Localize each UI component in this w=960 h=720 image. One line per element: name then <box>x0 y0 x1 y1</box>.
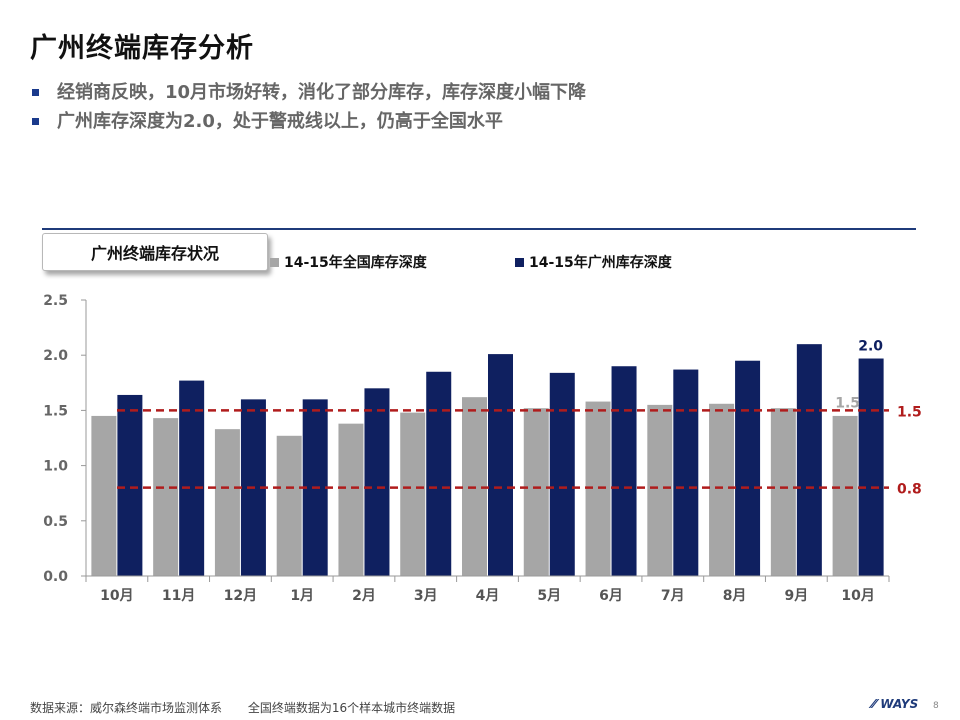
data-label: 1.5 <box>835 395 860 411</box>
x-tick-label: 1月 <box>290 588 314 604</box>
x-tick-label: 10月 <box>100 588 133 604</box>
y-tick-label: 1.5 <box>43 403 68 419</box>
bar-guangzhou <box>426 371 452 576</box>
y-tick-label: 0.0 <box>43 569 68 585</box>
page-title: 广州终端库存分析 <box>30 33 254 64</box>
y-tick-label: 1.0 <box>43 459 68 475</box>
logo-text: WAYS <box>880 697 919 711</box>
bar-national <box>214 429 240 576</box>
legend-item-guangzhou: 14-15年广州库存深度 <box>515 252 672 272</box>
bullet-square-icon <box>32 118 39 125</box>
chart-title: 广州终端库存状况 <box>42 233 268 271</box>
bar-guangzhou <box>549 372 575 576</box>
bar-guangzhou <box>796 344 822 576</box>
bullet-item: 经销商反映，10月市场好转，消化了部分库存，库存深度小幅下降 <box>30 78 586 107</box>
bar-national <box>647 404 673 576</box>
bar-guangzhou <box>117 394 143 576</box>
x-tick-label: 4月 <box>476 588 500 604</box>
bar-national <box>832 415 858 576</box>
y-tick-label: 2.0 <box>43 348 68 364</box>
bullet-square-icon <box>32 89 39 96</box>
bullet-item: 广州库存深度为2.0，处于警戒线以上，仍高于全国水平 <box>30 107 586 136</box>
data-label: 2.0 <box>858 339 883 355</box>
x-tick-label: 6月 <box>599 588 623 604</box>
bar-guangzhou <box>611 366 637 576</box>
bar-national <box>709 403 735 576</box>
bar-guangzhou <box>673 369 699 576</box>
legend-swatch-national <box>270 257 279 267</box>
bar-guangzhou <box>364 388 390 576</box>
footer: 数据来源：威尔森终端市场监测体系 全国终端数据为16个样本城市终端数据 <box>30 699 455 716</box>
legend-label-national: 14-15年全国库存深度 <box>284 255 427 271</box>
x-tick-label: 7月 <box>661 588 685 604</box>
bullet-text: 广州库存深度为2.0，处于警戒线以上，仍高于全国水平 <box>57 111 503 132</box>
logo-mark-icon: ⁄⁄ <box>872 697 881 711</box>
bar-national <box>153 418 179 576</box>
bar-guangzhou <box>735 360 761 576</box>
legend-item-national: 14-15年全国库存深度 <box>270 252 427 272</box>
x-tick-label: 3月 <box>414 588 438 604</box>
y-tick-label: 2.5 <box>43 293 68 309</box>
chart-top-rule <box>42 228 916 230</box>
x-tick-label: 2月 <box>352 588 376 604</box>
ways-logo: ⁄⁄ WAYS <box>872 697 918 711</box>
x-tick-label: 5月 <box>537 588 561 604</box>
legend-swatch-guangzhou <box>515 257 524 267</box>
bar-guangzhou <box>858 358 884 576</box>
x-tick-label: 12月 <box>224 588 257 604</box>
legend-label-guangzhou: 14-15年广州库存深度 <box>529 255 672 271</box>
x-tick-label: 11月 <box>162 588 195 604</box>
bar-national <box>276 435 302 576</box>
x-tick-label: 10月 <box>841 588 874 604</box>
bar-national <box>91 415 117 576</box>
x-tick-label: 9月 <box>784 588 808 604</box>
bullet-list: 经销商反映，10月市场好转，消化了部分库存，库存深度小幅下降 广州库存深度为2.… <box>30 78 586 136</box>
footer-source: 数据来源：威尔森终端市场监测体系 <box>30 701 223 715</box>
bar-national <box>523 408 549 576</box>
bar-national <box>400 412 426 576</box>
bar-guangzhou <box>179 380 205 576</box>
bar-guangzhou <box>488 354 513 576</box>
reference-line-label: 1.5 <box>897 404 922 420</box>
y-tick-label: 0.5 <box>43 514 68 530</box>
bullet-text: 经销商反映，10月市场好转，消化了部分库存，库存深度小幅下降 <box>57 82 587 103</box>
x-tick-label: 8月 <box>723 588 747 604</box>
footer-note: 全国终端数据为16个样本城市终端数据 <box>247 701 456 715</box>
bar-national <box>338 423 364 576</box>
page-number: 8 <box>933 701 939 711</box>
bar-national <box>770 408 796 576</box>
reference-line-label: 0.8 <box>897 482 922 498</box>
